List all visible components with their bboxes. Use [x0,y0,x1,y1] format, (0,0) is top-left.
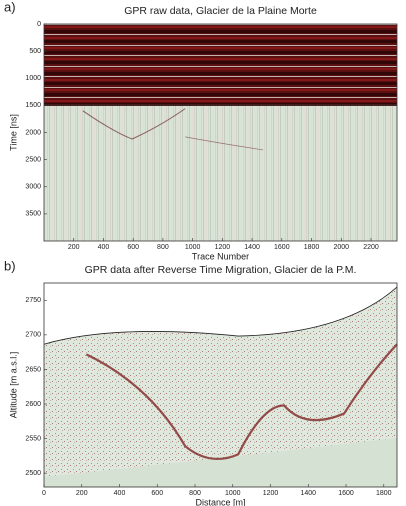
radargram-stripe [44,51,397,54]
y-tick-label: 2700 [25,332,41,339]
x-tick-label: 600 [127,244,139,251]
radargram-stripe [44,82,397,85]
y-tick-label: 2500 [25,156,41,163]
x-tick-label: 1800 [376,490,392,497]
ice-body [44,287,397,487]
bedrock [44,438,397,487]
x-tick-label: 1200 [263,490,279,497]
radargram-stripe [44,58,397,60]
x-tick-label: 1200 [215,244,231,251]
y-axis-label: Time [ns] [8,114,18,151]
radargram-stripe [44,87,397,88]
y-tick-label: 3500 [25,211,41,218]
radargram-stripe [44,103,397,106]
radargram-stripe [44,47,397,49]
radargram-stripe [44,76,397,77]
x-tick-label: 200 [76,490,88,497]
x-tick-label: 400 [114,490,126,497]
bed-reflection [85,343,398,461]
radargram-stripe [44,26,397,28]
radargram-stripe [44,97,397,98]
y-tick-label: 3000 [25,184,41,191]
radargram-stripe [44,68,397,70]
chart-title: GPR data after Reverse Time Migration, G… [85,264,357,276]
y-tick-label: 2500 [25,470,41,477]
chart-title: GPR raw data, Glacier de la Plaine Morte [124,5,317,17]
x-tick-label: 2000 [333,244,349,251]
y-tick-label: 2650 [25,366,41,373]
x-tick-label: 2200 [363,244,379,251]
x-tick-label: 1400 [300,490,316,497]
y-tick-label: 500 [29,48,41,55]
radargram-stripe [44,100,397,102]
radargram-stripe [44,72,397,75]
radargram-stripe [44,66,397,67]
x-tick-label: 800 [157,244,169,251]
y-tick-label: 2750 [25,297,41,304]
radargram-stripe [44,34,397,35]
x-tick-label: 1600 [338,490,354,497]
x-tick-label: 800 [189,490,201,497]
y-tick-label: 0 [37,21,41,28]
radargram-band [44,24,397,105]
y-tick-label: 2600 [25,401,41,408]
plot-frame [43,282,398,488]
radargram-stripe [44,24,397,25]
y-tick-label: 1500 [25,102,41,109]
y-tick-label: 1000 [25,75,41,82]
radargram-stripe [44,89,397,91]
radargram-stripe [44,79,397,81]
radargram-stripe [44,55,397,56]
panel-label: a) [4,0,16,14]
x-axis-label: Trace Number [192,251,249,261]
radargram-stripe [44,93,397,96]
y-tick-label: 2550 [25,435,41,442]
x-tick-label: 0 [42,490,46,497]
ice-surface [43,286,398,345]
radargram-stripe [44,40,397,43]
radargram-stripe [44,30,397,33]
x-tick-label: 400 [98,244,110,251]
radargram-stripe [44,45,397,46]
x-tick-label: 1000 [185,244,201,251]
x-tick-label: 1800 [304,244,320,251]
x-tick-label: 1400 [244,244,260,251]
y-axis-label: Altitude [m a.s.l.] [8,352,18,419]
reflection [185,136,263,151]
radargram-stripe [44,61,397,64]
radargram-stripe [44,37,397,39]
panel-label: b) [4,258,16,273]
x-tick-label: 1000 [225,490,241,497]
x-tick-label: 1600 [274,244,290,251]
y-tick-label: 2000 [25,129,41,136]
x-tick-label: 200 [68,244,80,251]
x-axis-label: Distance [m] [195,497,245,506]
reflection [82,108,186,140]
x-tick-label: 600 [151,490,163,497]
